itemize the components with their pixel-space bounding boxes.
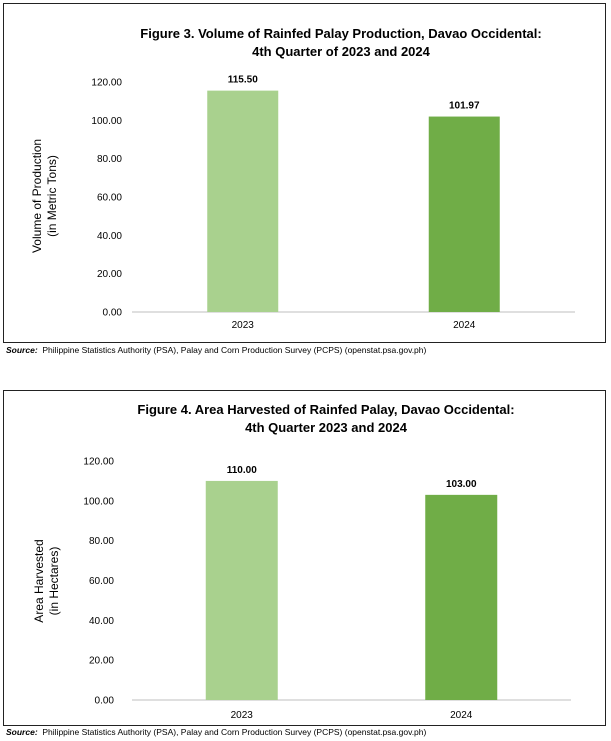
bar-marks-group: 0.00 20.00 40.00 60.00 80.00 100.00 120.00 110.… [83, 457, 571, 721]
data-label-2023: 110.00 [227, 465, 257, 476]
data-label-2024: 103.00 [446, 479, 477, 490]
y-tick-label: 60.00 [97, 193, 122, 204]
y-tick-label: 120.00 [83, 457, 114, 468]
x-tick-label-2023: 2023 [231, 710, 254, 721]
x-tick-label-2024: 2024 [453, 320, 476, 331]
y-axis-label-line1: Volume of Production [30, 139, 44, 253]
x-tick-label-2024: 2024 [450, 710, 473, 721]
y-tick-label: 60.00 [89, 576, 114, 587]
figure-3-chart-panel: Figure 3. Volume of Rainfed Palay Produc… [3, 3, 606, 343]
figure-4-source-note: Source: Philippine Statistics Authority … [6, 727, 426, 737]
figure-3-chart: Figure 3. Volume of Rainfed Palay Produc… [30, 26, 575, 331]
y-tick-label: 100.00 [91, 116, 122, 127]
y-tick-label: 40.00 [97, 231, 122, 242]
y-tick-label: 20.00 [97, 269, 122, 280]
y-tick-label: 0.00 [103, 308, 123, 319]
chart-title-line1: Figure 3. Volume of Rainfed Palay Produc… [140, 26, 541, 41]
y-tick-label: 40.00 [89, 616, 114, 627]
y-tick-label: 120.00 [91, 78, 122, 89]
y-tick-label: 100.00 [83, 496, 114, 507]
chart-title-line2: 4th Quarter of 2023 and 2024 [252, 44, 431, 59]
bar-marks-group: 0.00 20.00 40.00 60.00 80.00 100.00 120.00 115.… [91, 75, 575, 331]
y-tick-label: 80.00 [89, 536, 114, 547]
x-tick-label-2023: 2023 [232, 320, 255, 331]
y-tick-label: 80.00 [97, 154, 122, 165]
bar-2024 [428, 116, 500, 313]
y-tick-label: 20.00 [89, 656, 114, 667]
chart-title-line2: 4th Quarter 2023 and 2024 [245, 420, 408, 435]
source-text: Philippine Statistics Authority (PSA), P… [42, 727, 427, 737]
y-tick-label: 0.00 [95, 696, 115, 707]
y-axis-label-line2: (in Hectares) [47, 547, 61, 616]
data-label-2024: 101.97 [449, 101, 480, 112]
figure-3-source-note: Source: Philippine Statistics Authority … [6, 345, 426, 355]
bar-2023 [205, 480, 278, 700]
source-key: Source: [6, 345, 38, 355]
source-key: Source: [6, 727, 38, 737]
y-axis-label-line2: (in Metric Tons) [45, 155, 59, 237]
data-label-2023: 115.50 [228, 75, 258, 86]
y-axis-label-line1: Area Harvested [32, 539, 46, 622]
figure-4-chart-panel: Figure 4. Area Harvested of Rainfed Pala… [3, 390, 606, 726]
figure-4-chart: Figure 4. Area Harvested of Rainfed Pala… [32, 402, 571, 721]
bar-2023 [207, 90, 279, 312]
source-text: Philippine Statistics Authority (PSA), P… [42, 345, 427, 355]
chart-title-line1: Figure 4. Area Harvested of Rainfed Pala… [137, 402, 514, 417]
bar-2024 [425, 494, 498, 700]
